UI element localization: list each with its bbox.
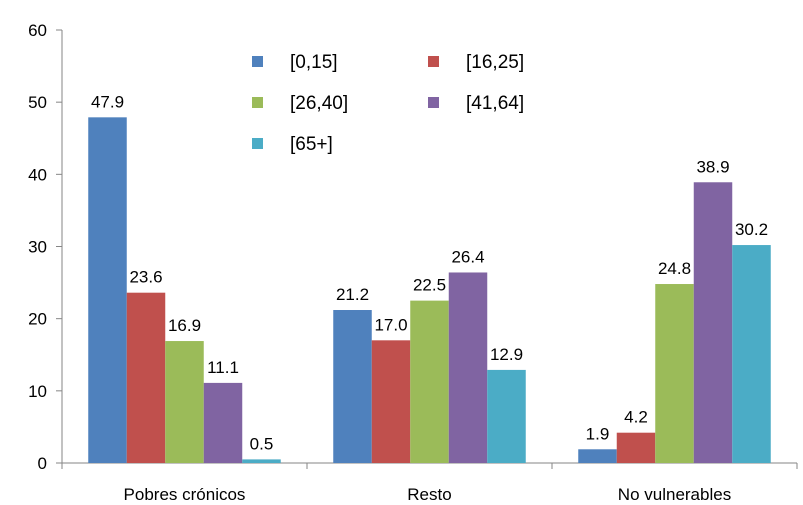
x-category-label: Resto	[407, 485, 451, 504]
x-category-label: No vulnerables	[618, 485, 731, 504]
bar-value-label: 4.2	[624, 408, 648, 427]
legend: [0,15] [16,25] [26,40] [41,64] [65+]	[252, 52, 524, 155]
legend-label: [41,64]	[466, 93, 524, 114]
legend-swatch	[252, 138, 263, 149]
bar	[371, 340, 411, 463]
bar	[616, 432, 656, 463]
bar	[410, 300, 449, 463]
y-tick-label: 10	[28, 382, 47, 401]
legend-label: [16,25]	[466, 52, 524, 73]
bar	[732, 245, 771, 463]
legend-label: [0,15]	[290, 52, 338, 73]
bar	[578, 449, 617, 463]
y-tick-label: 40	[28, 165, 47, 184]
bar-value-label: 17.0	[374, 315, 407, 334]
bar	[242, 459, 281, 463]
bar-value-label: 23.6	[129, 268, 162, 287]
data-labels: 47.9 23.6 16.9 11.1 0.5 21.2 17.0 22.5 26.4 12.9 1…	[91, 92, 768, 453]
bar-value-label: 26.4	[451, 247, 484, 266]
x-category-label: Pobres crónicos	[124, 485, 246, 504]
y-tick-label: 60	[28, 21, 47, 40]
legend-swatch	[252, 56, 263, 67]
bar	[126, 292, 166, 463]
legend-swatch	[252, 97, 263, 108]
bar-value-label: 30.2	[735, 220, 768, 239]
bar	[165, 341, 204, 463]
bar-value-label: 1.9	[586, 424, 610, 443]
legend-swatch	[428, 56, 439, 67]
legend-swatch	[428, 97, 439, 108]
bar-value-label: 16.9	[168, 316, 201, 335]
bar	[333, 310, 372, 463]
bar	[487, 369, 526, 463]
bar-value-label: 24.8	[658, 259, 691, 278]
bar-value-label: 11.1	[207, 358, 239, 377]
axes: 0 10 20 30 40 50 60 Pobres crónicos Resto No vuln…	[28, 21, 798, 504]
bar	[655, 284, 694, 463]
bar-value-label: 38.9	[696, 157, 729, 176]
y-tick-label: 50	[28, 93, 47, 112]
bar-value-label: 47.9	[91, 92, 124, 111]
bar	[693, 182, 733, 463]
bar	[203, 382, 243, 463]
y-tick-label: 0	[38, 454, 47, 473]
bar	[448, 272, 488, 463]
bar	[88, 117, 127, 464]
bar-value-label: 22.5	[413, 276, 446, 295]
bar-value-label: 12.9	[490, 345, 523, 364]
y-tick-label: 30	[28, 238, 47, 257]
y-tick-label: 20	[28, 310, 47, 329]
bar-value-label: 0.5	[250, 434, 274, 453]
bars	[88, 117, 771, 464]
legend-label: [26,40]	[290, 93, 348, 114]
legend-label: [65+]	[290, 134, 333, 155]
bar-value-label: 21.2	[336, 285, 369, 304]
